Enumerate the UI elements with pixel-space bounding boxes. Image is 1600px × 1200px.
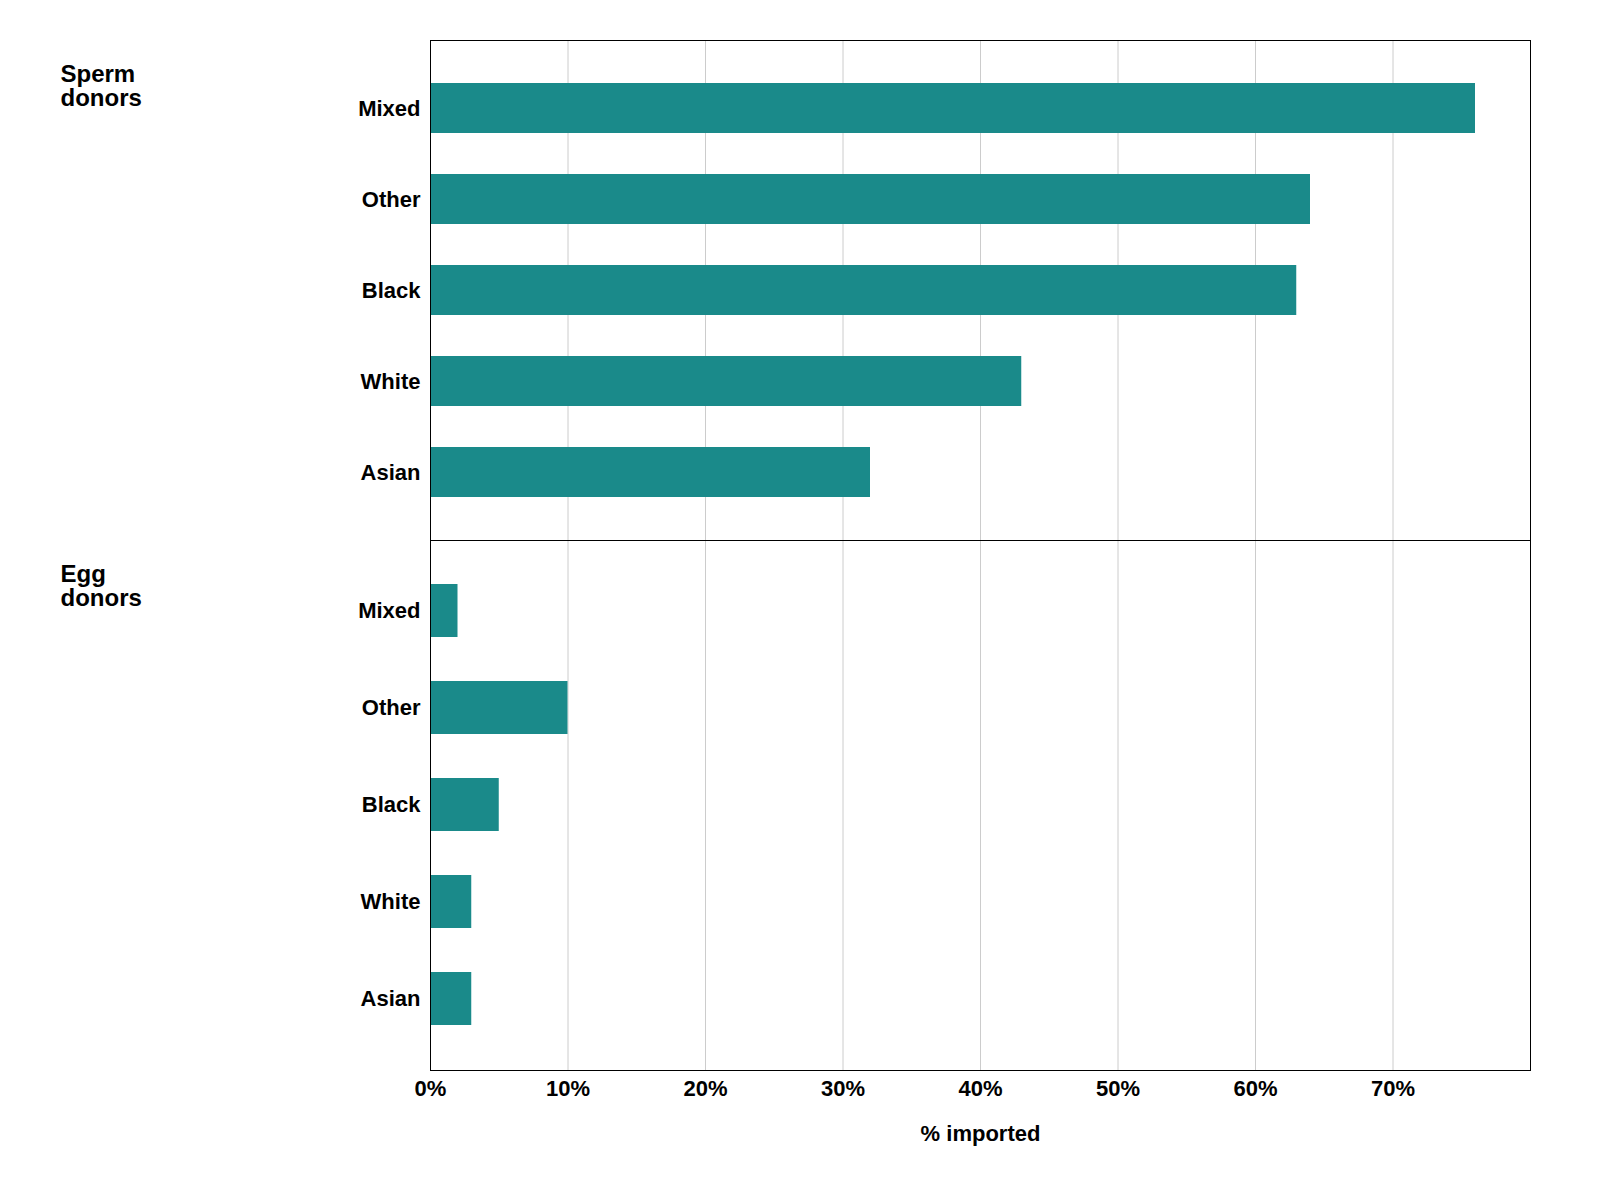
svg-text:Asian: Asian [361, 460, 421, 485]
svg-text:70%: 70% [1371, 1076, 1415, 1101]
svg-text:0%: 0% [415, 1076, 447, 1101]
svg-text:40%: 40% [958, 1076, 1002, 1101]
svg-text:Other: Other [362, 695, 421, 720]
svg-text:20%: 20% [683, 1076, 727, 1101]
svg-text:Mixed: Mixed [358, 598, 420, 623]
svg-text:Asian: Asian [361, 986, 421, 1011]
svg-text:Other: Other [362, 187, 421, 212]
svg-text:Black: Black [362, 278, 421, 303]
svg-text:50%: 50% [1096, 1076, 1140, 1101]
svg-text:Black: Black [362, 792, 421, 817]
svg-text:Eggdonors: Eggdonors [61, 560, 142, 611]
svg-text:% imported: % imported [921, 1121, 1041, 1146]
svg-text:White: White [361, 369, 421, 394]
svg-text:Mixed: Mixed [358, 96, 420, 121]
svg-text:10%: 10% [546, 1076, 590, 1101]
svg-text:White: White [361, 889, 421, 914]
svg-text:Spermdonors: Spermdonors [61, 60, 142, 111]
svg-text:60%: 60% [1233, 1076, 1277, 1101]
svg-text:30%: 30% [821, 1076, 865, 1101]
